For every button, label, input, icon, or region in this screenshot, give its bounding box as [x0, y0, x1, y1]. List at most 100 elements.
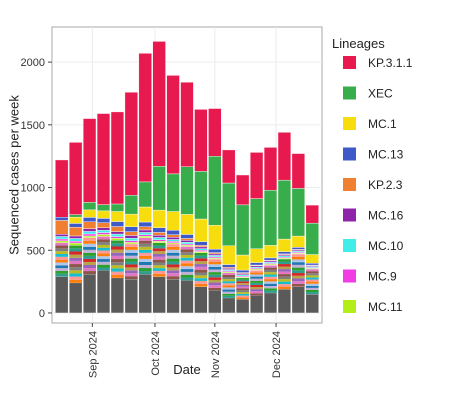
bar-segment-other — [97, 256, 110, 260]
legend-label: MC.9 — [368, 270, 397, 284]
bar-segment-other — [124, 261, 138, 265]
bar-segment-other — [264, 265, 277, 268]
bar-segment-mc-1 — [263, 245, 278, 259]
bar-segment-other — [278, 259, 291, 262]
bar-segment-other — [180, 254, 194, 258]
bar-segment-other — [69, 267, 83, 271]
bar-segment-other — [138, 243, 152, 247]
bar-segment-other — [55, 259, 69, 263]
bar-segment-other — [69, 251, 83, 255]
bar-segment-base — [110, 277, 125, 314]
bar-segment-other — [236, 293, 250, 296]
bar-segment-other — [278, 261, 291, 265]
bar-segment-kp-3-1-1 — [291, 153, 305, 189]
bar-segment-other — [124, 276, 138, 280]
bar-segment-other — [208, 269, 222, 273]
bar-segment-other — [97, 242, 110, 245]
bar-segment-mc-1 — [138, 206, 152, 223]
x-tick-label: Sep 2024 — [87, 331, 99, 378]
bar-segment-other — [278, 281, 291, 285]
bar-segment-other — [194, 255, 208, 259]
bar-segment-mc-10 — [180, 242, 194, 245]
bar-segment-other — [166, 252, 180, 256]
bar-segment-kp-3-1-1 — [96, 113, 111, 205]
bar-segment-mc-13 — [249, 262, 264, 266]
bar-segment-other — [97, 244, 110, 248]
legend: Lineages KP.3.1.1 XEC MC.1 MC.13 KP.2.3 MC.16… — [332, 36, 413, 314]
bar-segment-kp-3-1-1 — [82, 118, 97, 203]
bar-segment-xec — [263, 189, 278, 246]
bar-segment-mc-16 — [124, 235, 138, 239]
bar-segment-other — [83, 258, 96, 262]
bar-segment-other — [264, 276, 277, 280]
bar-segment-other — [69, 279, 83, 283]
bar-segment-mc-1 — [180, 214, 194, 235]
bar-segment-base — [249, 295, 264, 314]
bar-segment-other — [55, 262, 69, 266]
bar-segment-other — [250, 272, 263, 275]
bar-segment-base — [180, 280, 194, 314]
bar-segment-other — [264, 288, 277, 291]
bar-segment-xec — [222, 182, 236, 246]
bar-segment-mc-1 — [69, 216, 83, 224]
bar-segment-other — [124, 243, 138, 247]
bar-segment-other — [97, 247, 110, 251]
bar-segment-other — [208, 277, 222, 280]
bar-segment-other — [250, 287, 263, 290]
bar-segment-mc-1 — [110, 211, 125, 222]
bar-segment-mc-13 — [277, 251, 292, 255]
bar-segment-other — [97, 236, 110, 240]
bar-segment-kp-2-3 — [55, 220, 69, 235]
bar-segment-other — [291, 256, 305, 260]
bar-segment-other — [278, 276, 291, 280]
bar-segment-mc-13 — [138, 221, 152, 228]
bar-segment-other — [278, 264, 291, 267]
bar-segment-kp-3-1-1 — [236, 174, 250, 206]
bar-segment-mc-16 — [152, 235, 166, 238]
bar-segment-other — [124, 255, 138, 259]
bar-segment-other — [291, 275, 305, 279]
bar-segment-other — [152, 245, 166, 249]
bar-segment-other — [166, 255, 180, 259]
bar-segment-base — [222, 297, 236, 314]
bar-segment-mc-10 — [124, 238, 138, 241]
y-tick-label: 2000 — [21, 57, 45, 69]
bar-segment-other — [305, 292, 319, 295]
bar-segment-mc-1 — [249, 248, 264, 263]
bar-segment-other — [222, 289, 236, 292]
bar-segment-other — [236, 283, 250, 285]
x-axis-label: Date — [173, 362, 200, 377]
bar-segment-other — [222, 295, 236, 298]
bar-segment-other — [111, 246, 124, 250]
bar-segment-mc-13 — [208, 248, 222, 253]
bar-segment-mc-11 — [110, 238, 125, 241]
bar-segment-other — [194, 261, 208, 265]
bar-segment-other — [250, 276, 263, 279]
bar-segment-xec — [69, 214, 83, 218]
bar-segment-other — [291, 281, 305, 284]
bar-segment-kp-2-3 — [82, 221, 97, 229]
bar-segment-other — [166, 273, 180, 277]
bar-segment-kp-3-1-1 — [138, 53, 152, 183]
bar-segment-other — [291, 267, 305, 271]
bar-segment-other — [166, 276, 180, 280]
bar-segment-xec — [110, 203, 125, 212]
bar-segment-base — [194, 286, 208, 314]
bar-segment-mc-9 — [110, 236, 125, 239]
bar-segment-mc-9 — [166, 241, 180, 243]
bar-segment-other — [305, 289, 319, 293]
bar-segment-other — [152, 268, 166, 271]
bar-segment-other — [305, 287, 319, 290]
bar-segment-other — [222, 281, 236, 284]
bar-segment-xec — [138, 181, 152, 208]
legend-label: MC.13 — [368, 148, 404, 162]
bar-segment-base — [55, 276, 69, 314]
bar-segment-xec — [82, 202, 97, 211]
bar-segment-mc-1 — [277, 238, 292, 252]
bar-segment-other — [250, 291, 263, 294]
bar-segment-other — [138, 237, 152, 241]
bar-segment-xec — [277, 179, 292, 240]
bar-segment-other — [138, 252, 152, 256]
bar-segment-other — [250, 282, 263, 285]
bar-segment-other — [236, 297, 250, 300]
